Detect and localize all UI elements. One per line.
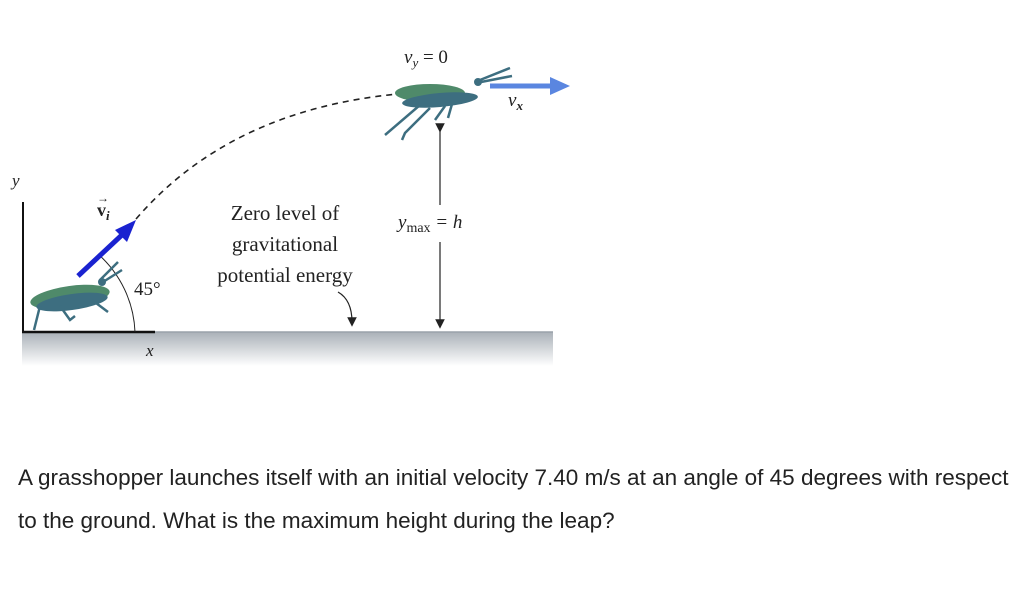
initial-velocity-arrowhead [115, 220, 136, 242]
zero-level-line-3: potential energy [217, 263, 353, 287]
angle-label: 45° [134, 279, 161, 300]
grasshopper-apex-icon [384, 66, 513, 141]
ymax-label: ymax = h [396, 212, 462, 236]
projectile-diagram: y x vi → 45° Zero level of gravitational… [10, 47, 570, 366]
vy-label: vy = 0 [404, 47, 448, 70]
vx-label: vx [508, 90, 523, 113]
initial-velocity-label: vi [97, 200, 110, 223]
ground [22, 332, 553, 366]
y-axis-label: y [10, 171, 20, 190]
angle-arc [97, 253, 136, 333]
x-axis-label: x [145, 341, 154, 360]
zero-level-pointer [337, 291, 357, 327]
trajectory [135, 93, 399, 220]
grasshopper-launch-icon [30, 261, 123, 331]
initial-velocity-arrow [76, 231, 126, 278]
zero-level-line-1: Zero level of [231, 201, 339, 225]
zero-level-line-2: gravitational [232, 232, 338, 256]
vector-arrow-mark: → [97, 191, 109, 205]
vx-arrowhead [550, 77, 570, 95]
question-text: A grasshopper launches itself with an in… [18, 465, 1009, 533]
